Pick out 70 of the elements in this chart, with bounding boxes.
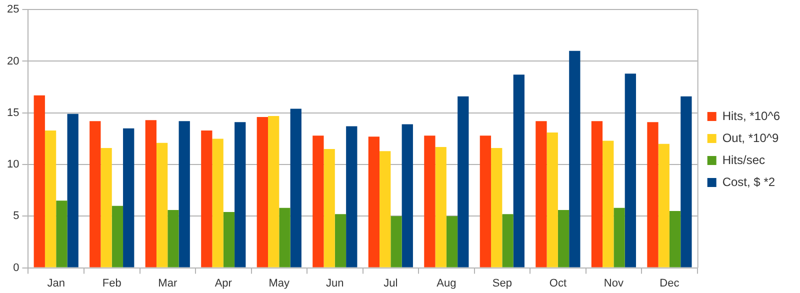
- y-tick-label: 20: [6, 55, 20, 68]
- bar: [324, 149, 335, 268]
- x-tick-label: Nov: [604, 277, 624, 290]
- bar: [446, 216, 458, 268]
- bar: [145, 120, 156, 268]
- bar: [346, 126, 358, 268]
- bar: [669, 210, 681, 268]
- bar: [591, 121, 603, 268]
- x-tick-label: Dec: [660, 277, 680, 290]
- y-tick-label: 10: [6, 158, 20, 171]
- x-tick-label: Jun: [326, 277, 344, 290]
- bar: [614, 208, 625, 268]
- bar: [212, 138, 224, 268]
- bar: [624, 74, 636, 268]
- bar: [178, 121, 190, 268]
- bar: [34, 95, 45, 268]
- bar: [513, 74, 524, 268]
- legend-label: Hits, *10^6: [722, 108, 780, 123]
- bar: [602, 140, 614, 268]
- bar: [234, 122, 246, 268]
- bar: [435, 146, 446, 268]
- x-tick-label: Aug: [436, 277, 456, 290]
- bar: [67, 114, 78, 268]
- legend-label: Out, *10^9: [722, 130, 779, 145]
- bar: [223, 212, 235, 268]
- bar: [268, 116, 280, 268]
- y-tick-label: 5: [13, 210, 20, 222]
- x-tick-label: Feb: [102, 277, 122, 290]
- bar: [334, 214, 346, 268]
- bar: [112, 206, 124, 268]
- legend-label: Cost, $ *2: [722, 174, 776, 189]
- legend-label: Hits/sec: [722, 152, 766, 167]
- bar: [156, 142, 168, 268]
- bar: [100, 148, 112, 268]
- bar: [123, 128, 134, 268]
- bar: [201, 130, 212, 268]
- bar: [168, 210, 179, 268]
- bar: [680, 96, 692, 268]
- x-tick-label: May: [268, 277, 290, 290]
- bar: [569, 50, 580, 268]
- bar: [480, 136, 492, 268]
- x-tick-label: Apr: [214, 277, 232, 290]
- bar: [44, 130, 56, 268]
- bar: [546, 132, 558, 268]
- bar: [424, 136, 436, 268]
- bar: [491, 148, 502, 268]
- bar: [502, 214, 514, 268]
- x-tick-label: Jan: [47, 277, 65, 290]
- y-tick-label: 25: [6, 4, 20, 16]
- bar: [390, 216, 402, 268]
- bar: [312, 136, 324, 268]
- bar: [380, 151, 391, 268]
- bar: [402, 124, 413, 268]
- x-tick-label: Oct: [549, 277, 567, 290]
- x-tick-label: Jul: [384, 277, 398, 290]
- bar: [90, 121, 101, 268]
- x-tick-label: Sep: [492, 277, 512, 290]
- bar: [279, 208, 290, 268]
- bar: [558, 210, 570, 268]
- y-tick-label: 15: [6, 106, 20, 119]
- bar: [290, 108, 302, 268]
- bar: [256, 117, 268, 268]
- bar: [368, 136, 380, 268]
- bar: [536, 121, 547, 268]
- x-tick-label: Mar: [158, 277, 178, 290]
- bar: [56, 200, 68, 268]
- y-tick-label: 0: [13, 262, 20, 274]
- bar: [647, 122, 658, 268]
- bar: [658, 144, 670, 268]
- bar: [458, 96, 469, 268]
